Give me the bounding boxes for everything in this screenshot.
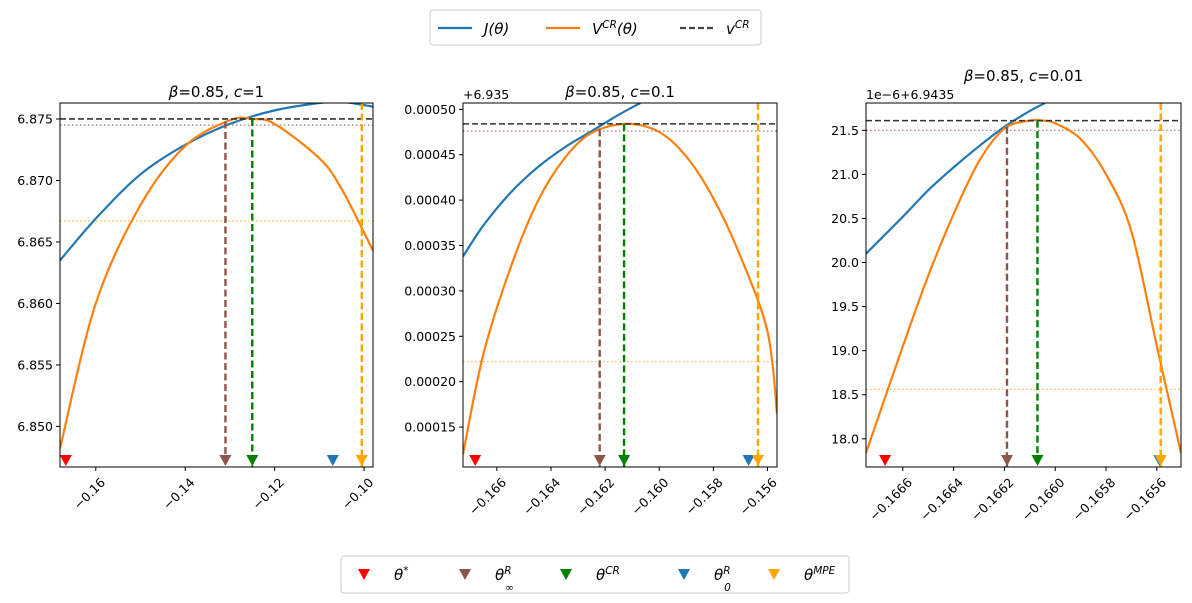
series-line-V-CR bbox=[866, 118, 1181, 454]
marker-theta_R_inf bbox=[219, 455, 232, 466]
axis-offset-label: +6.935 bbox=[463, 87, 509, 102]
marker-theta_R_inf bbox=[1001, 455, 1013, 466]
ytick-label: 0.00025 bbox=[404, 329, 456, 344]
legend-bottom-marker-0 bbox=[358, 569, 370, 580]
legend-bottom-marker-3 bbox=[678, 569, 690, 580]
marker-theta_star bbox=[60, 455, 72, 466]
marker-theta_CR bbox=[1031, 455, 1044, 466]
ytick-label: 6.855 bbox=[17, 357, 53, 372]
xtick-label: −0.12 bbox=[249, 475, 287, 513]
ytick-label: 18.0 bbox=[831, 431, 859, 446]
subplot-title: β=0.85, c=0.01 bbox=[963, 67, 1083, 85]
legend-top-frame bbox=[429, 9, 762, 46]
ytick-label: 20.0 bbox=[831, 255, 859, 270]
series-line-J bbox=[463, 103, 641, 258]
marker-theta_R_inf bbox=[593, 455, 606, 466]
ytick-label: 19.5 bbox=[831, 299, 859, 314]
ytick-label: 6.850 bbox=[17, 419, 53, 434]
legend-bottom-label-0: θ* bbox=[394, 565, 408, 584]
plot-area-1 bbox=[463, 103, 777, 467]
xtick-label: −0.10 bbox=[339, 475, 377, 513]
xtick-label: −0.1664 bbox=[917, 475, 966, 524]
ytick-label: 6.875 bbox=[17, 111, 53, 126]
series-line-V-CR bbox=[60, 116, 373, 449]
legend-bottom-frame bbox=[340, 555, 850, 594]
ytick-label: 6.865 bbox=[17, 234, 53, 249]
xtick-label: −0.158 bbox=[682, 475, 725, 518]
axes-frame bbox=[865, 102, 1182, 468]
marker-theta_star bbox=[879, 455, 892, 466]
plot-area-0 bbox=[60, 103, 373, 467]
legend-bottom-label-2: θCR bbox=[596, 565, 620, 584]
xtick-label: −0.1656 bbox=[1120, 475, 1169, 524]
ytick-label: 19.0 bbox=[831, 343, 859, 358]
xtick-label: −0.1662 bbox=[968, 475, 1017, 524]
xtick-label: −0.160 bbox=[628, 475, 671, 518]
subplot-title: β=0.85, c=1 bbox=[168, 83, 264, 101]
ytick-label: 0.00040 bbox=[404, 193, 456, 208]
marker-theta_MPE bbox=[355, 455, 368, 466]
ytick-label: 0.00050 bbox=[404, 102, 456, 117]
axes-frame bbox=[59, 102, 374, 468]
series-line-J bbox=[60, 103, 373, 262]
legend-top-label-0: J(θ) bbox=[481, 20, 509, 38]
legend-bottom-marker-4 bbox=[768, 569, 780, 580]
marker-theta_star bbox=[469, 455, 482, 466]
xtick-label: −0.1666 bbox=[866, 475, 915, 524]
axis-offset-label: 1e−6+6.9435 bbox=[866, 87, 954, 102]
series-line-J bbox=[866, 103, 1046, 255]
axes-frame bbox=[462, 102, 778, 468]
subplot-c1: 6.850 6.855 6.860 6.865 6.870 6.875 −0.16 −0.14… bbox=[17, 83, 376, 512]
marker-theta_CR bbox=[246, 455, 259, 466]
xtick-label: −0.162 bbox=[574, 475, 617, 518]
ytick-label: 0.00030 bbox=[404, 283, 456, 298]
legend-bottom-label-4: θMPE bbox=[804, 565, 836, 584]
marker-theta_MPE bbox=[752, 455, 765, 466]
legend-bottom-marker-1 bbox=[459, 569, 471, 580]
legend-bottom-label-3: θR 0 bbox=[714, 565, 731, 594]
ytick-label: 0.00035 bbox=[404, 238, 456, 253]
legend-bottom: θ* θR ∞ θCR θR 0 θMPE bbox=[340, 555, 850, 594]
ytick-label: 6.860 bbox=[17, 296, 53, 311]
legend-top-label-2: vCR bbox=[726, 19, 750, 38]
xtick-label: −0.14 bbox=[160, 475, 198, 513]
ytick-label: 21.5 bbox=[831, 123, 859, 138]
legend-top-label-1: VCR(θ) bbox=[592, 19, 638, 38]
ytick-label: 20.5 bbox=[831, 211, 859, 226]
marker-theta_MPE bbox=[1154, 455, 1167, 466]
ytick-label: 21.0 bbox=[831, 167, 859, 182]
series-line-V-CR bbox=[463, 122, 777, 455]
xtick-label: −0.1660 bbox=[1019, 475, 1068, 524]
marker-theta_R_0 bbox=[326, 455, 339, 466]
subplot-c0.01: 18.018.519.019.520.020.521.021.5−0.1666−… bbox=[831, 67, 1182, 524]
xtick-label: −0.164 bbox=[520, 475, 563, 518]
legend-bottom-label-1: θR ∞ bbox=[495, 565, 514, 594]
xtick-label: −0.156 bbox=[737, 475, 780, 518]
subplot-c0.1: 0.00015 0.00020 0.00025 0.00030 0.00035 0.000… bbox=[404, 83, 780, 518]
xtick-label: −0.16 bbox=[70, 475, 108, 513]
legend-bottom-marker-2 bbox=[560, 569, 572, 580]
ytick-label: 6.870 bbox=[17, 173, 53, 188]
marker-theta_CR bbox=[618, 455, 631, 466]
ytick-label: 0.00015 bbox=[404, 420, 456, 435]
ytick-label: 0.00020 bbox=[404, 374, 456, 389]
ytick-label: 18.5 bbox=[831, 387, 859, 402]
xtick-label: −0.166 bbox=[466, 475, 509, 518]
xtick-label: −0.1658 bbox=[1069, 475, 1118, 524]
legend-top: J(θ) VCR(θ) vCR bbox=[429, 9, 762, 46]
marker-theta_R_0 bbox=[742, 455, 755, 466]
subplot-title: β=0.85, c=0.1 bbox=[564, 83, 675, 101]
ytick-label: 0.00045 bbox=[404, 147, 456, 162]
plot-area-2 bbox=[866, 103, 1181, 467]
